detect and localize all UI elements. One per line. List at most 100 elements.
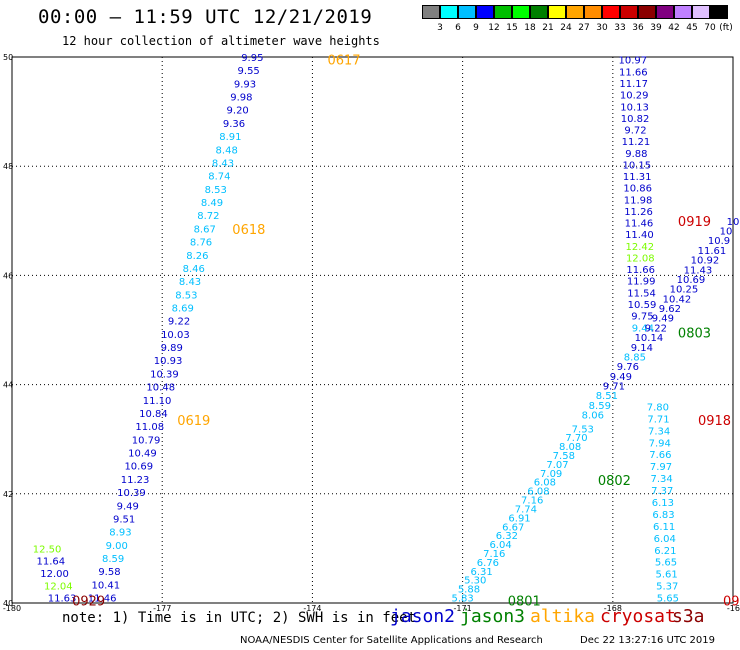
x-tick-label: -180 (3, 604, 21, 613)
swh-value: 7.71 (647, 414, 669, 425)
legend-swatch (494, 5, 512, 19)
legend-swatch (512, 5, 530, 19)
legend-swatch (692, 5, 710, 19)
swh-value: 10.25 (670, 285, 699, 296)
swh-value: 11.54 (627, 288, 656, 299)
swh-value: 8.85 (624, 352, 646, 363)
swh-value: 9.95 (241, 53, 263, 64)
track-time-label: 0918 (698, 414, 731, 429)
swh-value: 10.9 (708, 236, 730, 247)
swh-value: 10.29 (620, 91, 649, 102)
legend-label: 27 (578, 23, 590, 33)
swh-value: 6.32 (496, 531, 518, 542)
swh-value: 10.69 (677, 275, 706, 286)
swh-value: 9.49 (652, 314, 674, 325)
swh-value: 7.97 (650, 462, 672, 473)
swh-value: 9.75 (631, 312, 653, 323)
x-tick-label: -168 (604, 604, 622, 613)
swh-value: 11.61 (698, 246, 727, 257)
legend-label: 36 (632, 23, 644, 33)
plot-frame (11, 56, 734, 604)
page-title: 00:00 – 11:59 UTC 12/21/2019 (38, 6, 373, 28)
swh-value: 10.13 (620, 102, 649, 113)
legend-label: 70 (704, 23, 716, 33)
swh-value: 11.10 (143, 396, 172, 407)
swh-value: 8.69 (172, 303, 194, 314)
note-text: note: 1) Time is in UTC; 2) SWH is in fe… (62, 610, 417, 626)
swh-value: 8.59 (102, 554, 124, 565)
swh-value: 11.08 (135, 422, 164, 433)
swh-value: 5.65 (657, 594, 679, 605)
swh-value: 10.41 (91, 580, 120, 591)
swh-value: 9.89 (161, 343, 183, 354)
swh-value: 6.04 (654, 534, 676, 545)
legend-label: 33 (614, 23, 626, 33)
swh-value: 9.62 (659, 304, 681, 315)
swh-value: 11.46 (625, 219, 654, 230)
x-tick-label: -177 (153, 604, 171, 613)
y-tick-label: 48 (3, 162, 13, 171)
swh-value: 12.42 (626, 242, 655, 253)
swh-value: 11.98 (624, 195, 653, 206)
y-tick-label: 40 (3, 599, 13, 608)
swh-value: 9.93 (234, 79, 256, 90)
legend-swatch (674, 5, 692, 19)
swh-value: 7.58 (553, 451, 575, 462)
swh-value: 8.59 (589, 401, 611, 412)
x-tick-label: -16 (727, 604, 740, 613)
swh-value: 10.79 (132, 435, 161, 446)
swh-value: 7.34 (648, 426, 670, 437)
legend-unit: (ft) (719, 23, 733, 33)
swh-value: 9.72 (624, 126, 646, 137)
swh-value: 11.31 (623, 172, 652, 183)
swh-value: 10.42 (663, 294, 692, 305)
swh-value: 6.13 (652, 498, 674, 509)
satellite-name-altika: altika (530, 606, 596, 627)
swh-value: 8.93 (109, 528, 131, 539)
swh-value: 6.04 (489, 540, 511, 551)
satellite-name-cryosat: cryosat (600, 606, 676, 627)
swh-value: 11.23 (121, 475, 150, 486)
swh-value: 12.50 (33, 544, 62, 555)
y-tick-label: 42 (3, 490, 13, 499)
y-tick-label: 46 (3, 271, 13, 280)
swh-value: 7.07 (546, 460, 568, 471)
swh-value: 7.66 (649, 450, 671, 461)
swh-value: 9.88 (625, 149, 647, 160)
swh-value: 7.34 (651, 474, 673, 485)
swh-value: 10.15 (622, 160, 651, 171)
swh-value: 8.53 (175, 290, 197, 301)
legend-label: 15 (506, 23, 518, 33)
swh-value: 10.49 (128, 449, 157, 460)
y-tick-label: 44 (3, 381, 13, 390)
legend-swatch (440, 5, 458, 19)
swh-value: 6.31 (470, 567, 492, 578)
swh-value: 5.30 (464, 576, 486, 587)
swh-value: 10.39 (117, 488, 146, 499)
swh-value: 8.08 (559, 442, 581, 453)
swh-value: 7.70 (565, 433, 587, 444)
satellite-name-jason3: jason3 (460, 606, 526, 627)
swh-value: 6.21 (654, 546, 676, 557)
swh-value: 5.65 (655, 558, 677, 569)
swh-value: 8.91 (219, 132, 241, 143)
swh-value: 9.00 (106, 541, 128, 552)
swh-value: 8.43 (179, 277, 201, 288)
swh-value: 11.17 (619, 79, 648, 90)
footer-credit: NOAA/NESDIS Center for Satellite Applica… (240, 635, 543, 646)
track-time-label: 0919 (678, 215, 711, 230)
swh-value: 7.53 (572, 424, 594, 435)
swh-value: 6.08 (534, 478, 556, 489)
swh-value: 6.91 (508, 513, 530, 524)
swh-value: 8.49 (201, 198, 223, 209)
swh-value: 6.76 (477, 558, 499, 569)
swh-value: 10.59 (628, 300, 657, 311)
swh-value: 9.44 (632, 323, 654, 334)
swh-value: 10.97 (619, 56, 648, 67)
swh-value: 10.84 (139, 409, 168, 420)
swh-value: 11.63 (48, 594, 77, 605)
swh-value: 8.43 (212, 158, 234, 169)
legend-swatch (602, 5, 620, 19)
